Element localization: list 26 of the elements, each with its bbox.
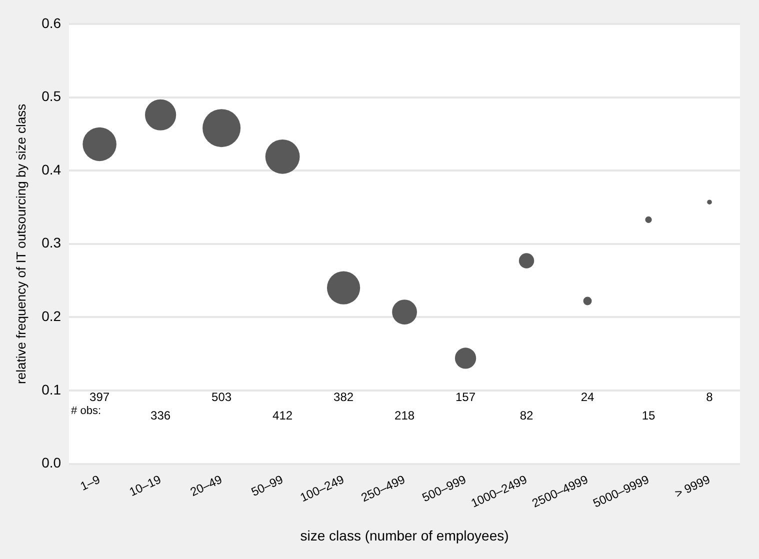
annotation: 336: [150, 408, 171, 423]
annotation: 503: [212, 390, 232, 404]
annotation: 412: [272, 408, 293, 423]
annotation: 24: [580, 390, 595, 404]
x-tick-label: 1–9: [78, 472, 103, 494]
y-tick-label: 0.3: [42, 234, 62, 251]
annotation: 218: [394, 408, 415, 423]
y-tick-label: 0.0: [42, 454, 62, 471]
annotation: 157: [456, 390, 476, 404]
annotation: 382: [334, 390, 354, 404]
annotation: # obs:: [71, 405, 102, 418]
x-tick-label: > 9999: [672, 472, 712, 501]
x-tick-label: 10–19: [127, 472, 164, 500]
y-tick-label: 0.5: [42, 88, 62, 104]
annotation: 15: [642, 408, 656, 423]
x-tick-label: 50–99: [249, 472, 286, 500]
x-axis-title: size class (number of employees): [300, 527, 509, 544]
y-tick-label: 0.2: [42, 308, 62, 324]
y-tick-label: 0.6: [42, 14, 62, 31]
annotation: 8: [706, 390, 714, 404]
x-tick-label: 20–49: [188, 472, 225, 500]
annotation: 397: [90, 390, 110, 404]
y-tick-label: 0.4: [42, 161, 62, 178]
annotation: 82: [520, 408, 534, 423]
y-tick-label: 0.1: [42, 381, 62, 398]
y-axis-title: relative frequency of IT outsourcing by size class: [13, 103, 28, 384]
